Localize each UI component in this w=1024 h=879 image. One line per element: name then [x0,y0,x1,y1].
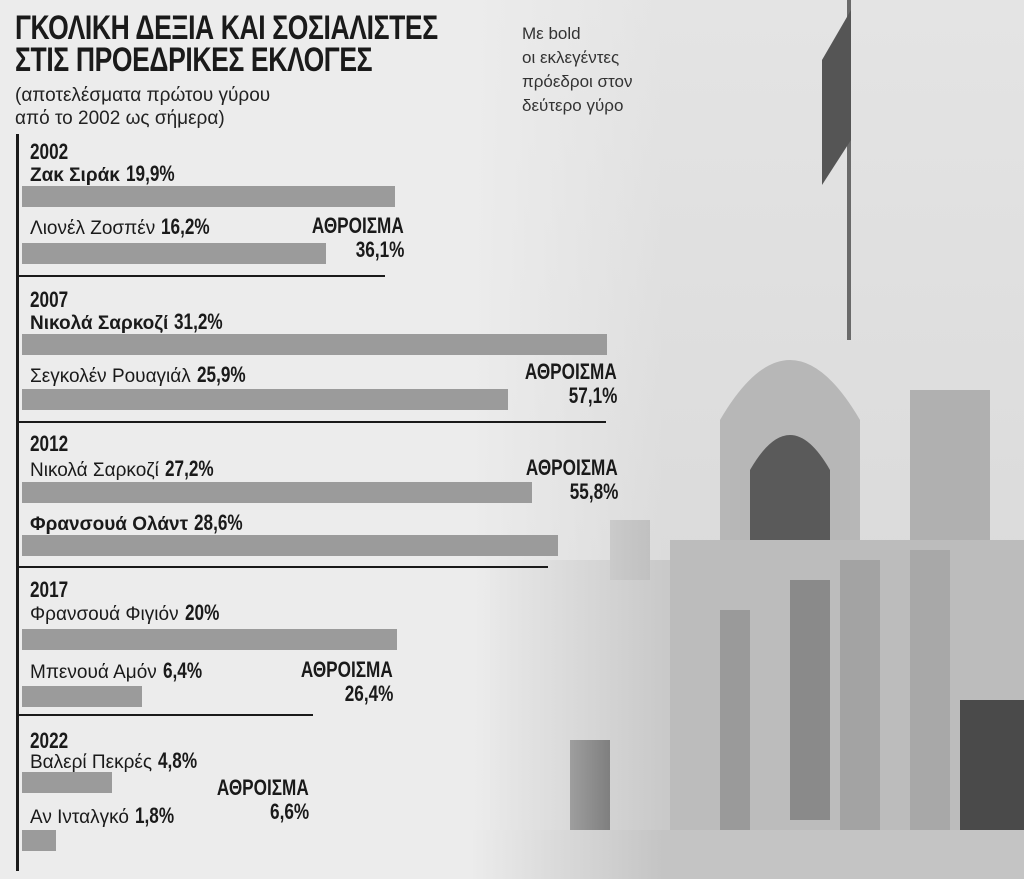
total-title: ΑΘΡΟΙΣΜΑ [286,214,404,238]
group-separator [18,275,385,277]
total-value-text: 26,4% [344,681,393,706]
bar [22,535,559,556]
candidate-label: Σεγκολέν Ρουαγιάλ 25,9% [30,362,259,388]
data-label: 4,8% [158,748,198,773]
year-text: 2012 [30,431,69,456]
data-label: 31,2% [174,309,223,334]
bar [22,629,397,650]
candidate-name: Σεγκολέν Ρουαγιάλ [30,366,191,387]
total-value-text: 6,6% [269,799,309,824]
candidate-label: Φρανσουά Φιγιόν 20% [30,600,229,626]
candidate-name: Νικολά Σαρκοζί [30,313,169,334]
title-line-2: ΣΤΙΣ ΠΡΟΕΔΡΙΚΕΣ ΕΚΛΟΓΕΣ [15,41,373,79]
candidate-label: Ζακ Σιράκ 19,9% [30,161,188,187]
bar [22,334,607,355]
total-value-text: 36,1% [355,237,404,262]
total-label: ΑΘΡΟΙΣΜΑ 6,6% [191,776,309,824]
bar [22,482,532,503]
data-label: 27,2% [164,456,214,481]
data-label: 16,2% [161,214,210,239]
candidate-label: Νικολά Σαρκοζί 31,2% [30,309,237,335]
subtitle-line-1: (αποτελέσματα πρώτου γύρου [15,85,271,106]
year-label: 2007 [30,287,79,313]
bar [22,772,112,793]
bar [22,686,142,707]
candidate-name: Αν Ινταλγκό [30,807,129,828]
note-line: οι εκλεγέντες [522,48,620,67]
total-label: ΑΘΡΟΙΣΜΑ 26,4% [275,658,393,706]
total-value: 26,4% [275,682,393,706]
bar [22,243,326,264]
bar [22,389,508,410]
total-title: ΑΘΡΟΙΣΜΑ [191,776,309,800]
group-separator [18,421,606,423]
elysee-palace-photo [470,0,1024,879]
year-text: 2022 [30,728,69,753]
candidate-name: Ζακ Σιράκ [30,165,120,186]
total-title-text: ΑΘΡΟΙΣΜΑ [301,657,393,682]
candidate-name: Βαλερί Πεκρές [30,752,153,773]
bar [22,186,396,207]
data-label: 28,6% [194,510,243,535]
candidate-label: Φρανσουά Ολάντ 28,6% [30,510,256,536]
year-label: 2002 [30,139,79,165]
data-label: 20% [184,600,219,625]
total-value: 57,1% [499,384,617,408]
axis-line [16,134,19,871]
total-label: ΑΘΡΟΙΣΜΑ 57,1% [499,360,617,408]
chart-subtitle: (αποτελέσματα πρώτου γύρου από το 2002 ω… [15,84,270,130]
year-label: 2012 [30,431,79,457]
candidate-name: Μπενουά Αμόν [30,662,157,683]
candidate-label: Μπενουά Αμόν 6,4% [30,658,213,684]
subtitle-line-2: από το 2002 ως σήμερα) [15,108,225,129]
total-title-text: ΑΘΡΟΙΣΜΑ [526,455,618,480]
candidate-name: Φρανσουά Ολάντ [30,514,189,535]
total-value-text: 57,1% [568,383,617,408]
candidate-label: Νικολά Σαρκοζί 27,2% [30,456,227,482]
data-label: 1,8% [134,803,175,828]
group-separator [18,714,313,716]
title-line-1: ΓΚΟΛΙΚΗ ΔΕΞΙΑ ΚΑΙ ΣΟΣΙΑΛΙΣΤΕΣ [15,9,438,47]
total-title-text: ΑΘΡΟΙΣΜΑ [312,213,404,238]
bar [22,830,56,851]
year-label: 2017 [30,577,79,603]
candidate-name: Φρανσουά Φιγιόν [30,604,179,625]
note-line: Με bold [522,24,581,43]
candidate-label: Λιονέλ Ζοσπέν 16,2% [30,214,224,240]
chart-title: ΓΚΟΛΙΚΗ ΔΕΞΙΑ ΚΑΙ ΣΟΣΙΑΛΙΣΤΕΣ ΣΤΙΣ ΠΡΟΕΔ… [15,9,557,79]
total-label: ΑΘΡΟΙΣΜΑ 55,8% [500,456,618,504]
data-label: 19,9% [125,161,175,186]
total-title: ΑΘΡΟΙΣΜΑ [275,658,393,682]
total-title: ΑΘΡΟΙΣΜΑ [499,360,617,384]
data-label: 6,4% [162,658,202,683]
note-line: πρόεδροι στον [522,72,633,91]
total-value: 55,8% [500,480,618,504]
candidate-name: Λιονέλ Ζοσπέν [30,218,156,239]
total-label: ΑΘΡΟΙΣΜΑ 36,1% [286,214,404,262]
year-text: 2002 [30,139,69,164]
total-value: 36,1% [286,238,404,262]
candidate-name: Νικολά Σαρκοζί [30,460,159,481]
year-text: 2007 [30,287,69,312]
total-value: 6,6% [191,800,309,824]
note-line: δεύτερο γύρο [522,96,624,115]
data-label: 25,9% [196,362,246,387]
total-title-text: ΑΘΡΟΙΣΜΑ [217,775,309,800]
candidate-label: Βαλερί Πεκρές 4,8% [30,748,208,774]
candidate-label: Αν Ινταλγκό 1,8% [30,803,185,829]
legend-note: Με bold οι εκλεγέντες πρόεδροι στον δεύτ… [522,22,632,118]
total-title-text: ΑΘΡΟΙΣΜΑ [525,359,617,384]
year-text: 2017 [30,577,69,602]
year-label: 2022 [30,728,79,754]
group-separator [18,566,548,568]
total-title: ΑΘΡΟΙΣΜΑ [500,456,618,480]
total-value-text: 55,8% [569,479,618,504]
